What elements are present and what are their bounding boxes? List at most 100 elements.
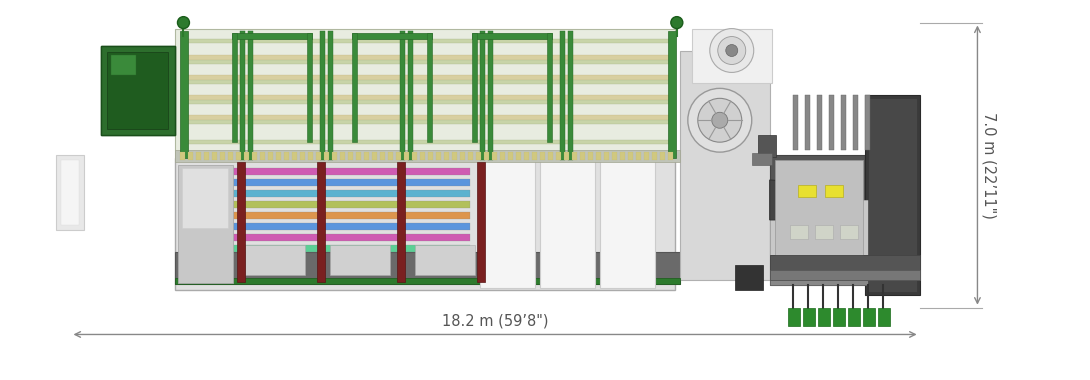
Bar [524, 152, 529, 160]
Bar [175, 28, 675, 158]
Bar [540, 152, 545, 160]
Bar [175, 150, 680, 162]
Bar [668, 30, 676, 158]
Bar [380, 152, 385, 160]
Bar [328, 30, 334, 160]
Bar [770, 255, 920, 280]
Bar [816, 95, 822, 150]
Bar [770, 270, 920, 280]
Bar [540, 160, 595, 288]
Text: 7.0 m (22’11"): 7.0 m (22’11") [982, 112, 997, 218]
Bar [444, 152, 449, 160]
Bar [100, 46, 175, 135]
Bar [752, 153, 772, 165]
Bar [484, 152, 489, 160]
Bar [332, 152, 337, 160]
Bar [572, 152, 577, 160]
Bar [196, 152, 202, 160]
Bar [244, 152, 250, 160]
Bar [397, 162, 405, 282]
Bar [833, 307, 845, 326]
Bar [600, 160, 655, 288]
Bar [635, 152, 641, 160]
Bar [472, 33, 477, 142]
Bar [352, 33, 358, 142]
Bar [179, 165, 233, 283]
Bar [356, 152, 361, 160]
Bar [452, 152, 457, 160]
Bar [330, 245, 390, 275]
Bar [500, 152, 505, 160]
Bar [804, 95, 810, 150]
Bar [652, 152, 657, 160]
Bar [798, 185, 815, 197]
Bar [788, 307, 800, 326]
Bar [185, 190, 470, 197]
Bar [400, 30, 405, 160]
Bar [185, 168, 470, 175]
Bar [476, 152, 481, 160]
Bar [568, 30, 573, 160]
Bar [261, 152, 265, 160]
Bar [628, 152, 633, 160]
Bar [182, 100, 671, 105]
Bar [580, 152, 585, 160]
Bar [185, 201, 470, 208]
Circle shape [688, 89, 752, 152]
Bar [428, 152, 433, 160]
Bar [182, 38, 671, 43]
Bar [340, 152, 346, 160]
Bar [668, 152, 673, 160]
Bar [848, 307, 860, 326]
Bar [245, 245, 305, 275]
Bar [488, 30, 493, 160]
Text: 18.2 m (59’8"): 18.2 m (59’8") [441, 314, 548, 328]
Bar [480, 30, 485, 160]
Bar [588, 152, 593, 160]
Bar [107, 52, 169, 129]
Bar [877, 307, 889, 326]
Bar [775, 160, 862, 280]
Bar [516, 152, 521, 160]
Bar [644, 152, 649, 160]
Bar [232, 33, 313, 38]
Bar [770, 255, 915, 285]
Bar [436, 152, 441, 160]
Bar [185, 55, 673, 63]
Bar [205, 152, 209, 160]
Bar [477, 162, 485, 282]
Bar [427, 33, 432, 142]
Bar [181, 152, 185, 160]
Bar [680, 51, 770, 280]
Bar [868, 98, 917, 291]
Bar [789, 225, 808, 239]
Bar [237, 152, 241, 160]
Bar [185, 95, 673, 103]
Bar [547, 33, 552, 142]
Bar [564, 152, 569, 160]
Bar [348, 152, 353, 160]
Bar [862, 307, 874, 326]
Bar [825, 185, 843, 197]
Bar [352, 33, 432, 38]
Bar [292, 152, 298, 160]
Bar [532, 152, 537, 160]
Bar [316, 152, 322, 160]
Bar [735, 265, 763, 290]
Bar [492, 152, 497, 160]
Bar [185, 245, 470, 252]
Bar [249, 30, 253, 160]
Bar [185, 179, 470, 186]
Bar [404, 152, 409, 160]
Bar [175, 158, 675, 290]
Circle shape [718, 36, 746, 65]
Bar [185, 212, 470, 219]
Bar [548, 152, 553, 160]
Circle shape [710, 28, 753, 73]
Bar [220, 152, 226, 160]
Bar [185, 234, 470, 241]
Bar [325, 152, 329, 160]
Bar [317, 162, 325, 282]
Bar [818, 307, 829, 326]
Bar [604, 152, 609, 160]
